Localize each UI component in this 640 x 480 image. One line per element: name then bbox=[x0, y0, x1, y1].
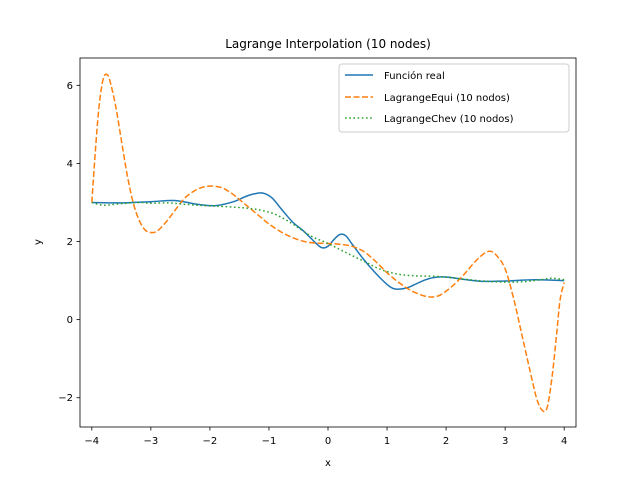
y-tick-label: 6 bbox=[67, 81, 73, 92]
x-tick-label: 1 bbox=[384, 436, 390, 447]
x-tick-label: −2 bbox=[203, 436, 218, 447]
series-lagrange-chev-line bbox=[91, 201, 565, 283]
y-tick-label: 2 bbox=[67, 237, 73, 248]
y-axis-label: y bbox=[33, 239, 44, 245]
y-tick-label: −2 bbox=[58, 393, 73, 404]
series-layer bbox=[91, 73, 565, 413]
x-tick-label: −3 bbox=[143, 436, 158, 447]
x-tick-label: 2 bbox=[443, 436, 449, 447]
y-tick-label: 0 bbox=[67, 315, 73, 326]
series-lagrange-equi-line bbox=[91, 73, 565, 413]
x-tick-label: −1 bbox=[262, 436, 277, 447]
chart-title: Lagrange Interpolation (10 nodes) bbox=[225, 37, 431, 51]
x-tick-label: −4 bbox=[84, 436, 99, 447]
legend-label-lagrange-chev: LagrangeChev (10 nodos) bbox=[384, 114, 514, 125]
x-tick-label: 3 bbox=[502, 436, 508, 447]
y-axis-ticks: −2 0 2 4 6 bbox=[58, 81, 80, 404]
y-tick-label: 4 bbox=[67, 159, 73, 170]
plot-area bbox=[79, 57, 577, 428]
x-tick-label: 0 bbox=[325, 436, 331, 447]
legend-box bbox=[338, 63, 570, 133]
series-funcion-real-line bbox=[91, 192, 565, 290]
legend-label-funcion-real: Función real bbox=[384, 70, 445, 82]
legend: Función real LagrangeEqui (10 nodos) Lag… bbox=[338, 63, 570, 133]
legend-label-lagrange-equi: LagrangeEqui (10 nodos) bbox=[384, 93, 510, 104]
x-axis-ticks: −4 −3 −2 −1 0 1 2 3 4 bbox=[84, 427, 567, 447]
x-tick-label: 4 bbox=[561, 436, 567, 447]
x-axis-label: x bbox=[325, 458, 331, 469]
